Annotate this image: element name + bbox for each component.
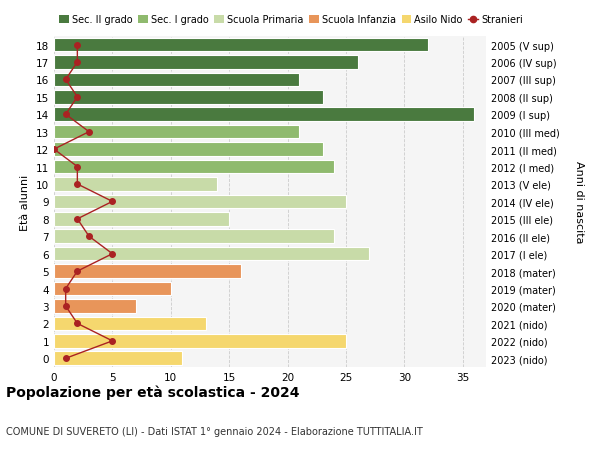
Legend: Sec. II grado, Sec. I grado, Scuola Primaria, Scuola Infanzia, Asilo Nido, Stran: Sec. II grado, Sec. I grado, Scuola Prim… [59,15,523,25]
Bar [54,230,334,244]
Y-axis label: Età alunni: Età alunni [20,174,31,230]
Bar [54,91,323,104]
Text: Popolazione per età scolastica - 2024: Popolazione per età scolastica - 2024 [6,385,299,399]
Bar [54,282,171,296]
Bar [54,160,334,174]
Bar [54,334,346,348]
Bar [54,108,475,122]
Bar [54,73,299,87]
Bar [54,195,346,209]
Bar [54,56,358,70]
Bar [54,352,182,365]
Bar [54,126,299,139]
Bar [54,247,369,261]
Bar [54,178,217,191]
Text: COMUNE DI SUVERETO (LI) - Dati ISTAT 1° gennaio 2024 - Elaborazione TUTTITALIA.I: COMUNE DI SUVERETO (LI) - Dati ISTAT 1° … [6,426,423,436]
Bar [54,317,206,330]
Bar [54,300,136,313]
Bar [54,143,323,157]
Bar [54,265,241,278]
Bar [54,39,428,52]
Bar [54,213,229,226]
Y-axis label: Anni di nascita: Anni di nascita [574,161,584,243]
